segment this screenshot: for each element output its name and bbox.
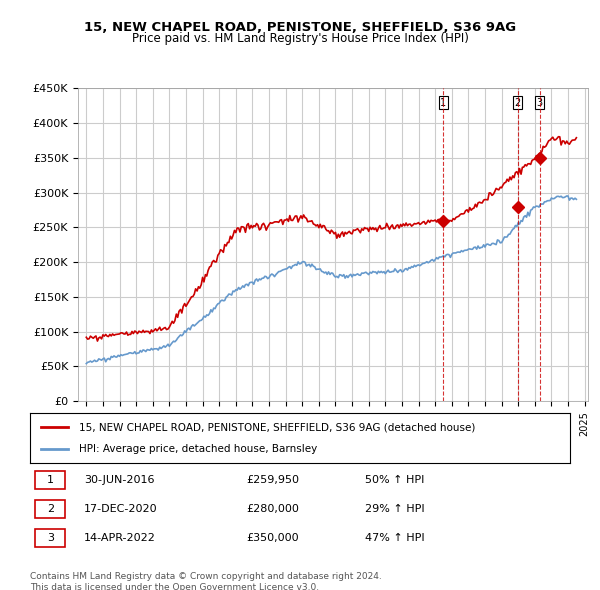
Text: 2: 2 <box>514 98 521 108</box>
Text: £280,000: £280,000 <box>246 504 299 514</box>
Text: 2: 2 <box>47 504 54 514</box>
Text: 15, NEW CHAPEL ROAD, PENISTONE, SHEFFIELD, S36 9AG (detached house): 15, NEW CHAPEL ROAD, PENISTONE, SHEFFIEL… <box>79 422 475 432</box>
Text: Contains HM Land Registry data © Crown copyright and database right 2024.
This d: Contains HM Land Registry data © Crown c… <box>30 572 382 590</box>
Text: 15, NEW CHAPEL ROAD, PENISTONE, SHEFFIELD, S36 9AG: 15, NEW CHAPEL ROAD, PENISTONE, SHEFFIEL… <box>84 21 516 34</box>
Text: 1: 1 <box>440 98 446 108</box>
Text: HPI: Average price, detached house, Barnsley: HPI: Average price, detached house, Barn… <box>79 444 317 454</box>
Text: 30-JUN-2016: 30-JUN-2016 <box>84 475 155 485</box>
FancyBboxPatch shape <box>35 500 65 518</box>
Text: 3: 3 <box>536 98 543 108</box>
Text: 47% ↑ HPI: 47% ↑ HPI <box>365 533 424 543</box>
Text: 29% ↑ HPI: 29% ↑ HPI <box>365 504 424 514</box>
Text: 14-APR-2022: 14-APR-2022 <box>84 533 156 543</box>
Text: £350,000: £350,000 <box>246 533 299 543</box>
Text: £259,950: £259,950 <box>246 475 299 485</box>
Text: 50% ↑ HPI: 50% ↑ HPI <box>365 475 424 485</box>
Text: 1: 1 <box>47 475 54 485</box>
Text: Price paid vs. HM Land Registry's House Price Index (HPI): Price paid vs. HM Land Registry's House … <box>131 32 469 45</box>
Text: 17-DEC-2020: 17-DEC-2020 <box>84 504 158 514</box>
FancyBboxPatch shape <box>35 471 65 489</box>
FancyBboxPatch shape <box>35 529 65 548</box>
Text: 3: 3 <box>47 533 54 543</box>
